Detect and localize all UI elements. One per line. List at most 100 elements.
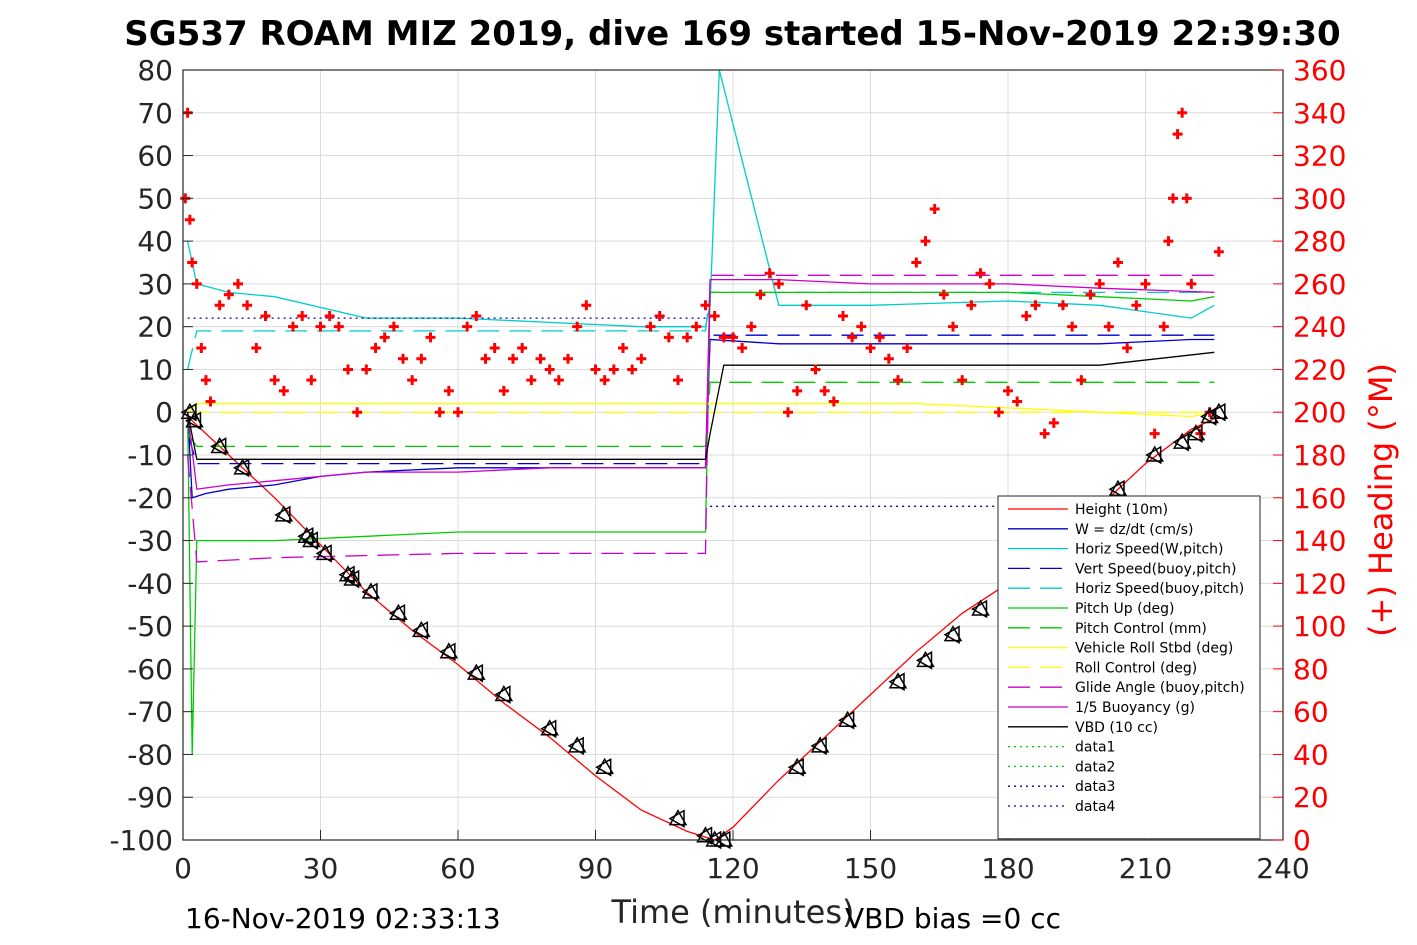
waypoint-point <box>888 672 908 692</box>
heading-point <box>205 396 216 407</box>
y-tick-label: 70 <box>137 97 173 130</box>
heading-point <box>1163 236 1174 247</box>
waypoint-point <box>810 736 830 756</box>
legend-label: data4 <box>1075 799 1116 815</box>
right-tick-label: 0 <box>1293 824 1311 857</box>
right-tick-label: 260 <box>1293 268 1346 301</box>
heading-point <box>214 300 225 311</box>
heading-point <box>801 300 812 311</box>
heading-point <box>1003 385 1013 396</box>
heading-point <box>838 310 848 321</box>
waypoint-point <box>1108 479 1128 499</box>
heading-point <box>856 321 867 332</box>
heading-point <box>792 385 803 396</box>
right-tick-label: 120 <box>1293 567 1346 600</box>
heading-point <box>599 375 610 386</box>
waypoint-point <box>210 436 229 456</box>
axes: 0 30 60 90 120 150 180 210 24080706050403020100-… <box>109 54 1346 885</box>
waypoint-point <box>388 603 408 623</box>
legend-label: data3 <box>1075 779 1115 795</box>
heading-point <box>1103 321 1114 332</box>
right-tick-label: 200 <box>1293 396 1346 429</box>
heading-point <box>590 364 601 375</box>
heading-point <box>865 343 876 354</box>
legend: Height (10m) W = dz/dt (cm/s) Horiz Speed(… <box>997 495 1261 840</box>
x-tick-label: 30 <box>303 852 339 885</box>
heading-point <box>407 375 418 386</box>
heading-point <box>544 364 555 375</box>
waypoint-point <box>668 809 688 828</box>
legend-label: Vert Speed(buoy,pitch) <box>1075 561 1237 577</box>
heading-point <box>1181 193 1192 204</box>
waypoint-point <box>466 663 486 683</box>
x-tick-label: 180 <box>981 852 1034 885</box>
waypoint-point <box>411 620 431 640</box>
waypoint-point <box>1209 402 1229 422</box>
heading-point <box>288 321 298 332</box>
heading-point <box>379 332 390 343</box>
heading-point <box>709 310 720 321</box>
y-tick-label: -60 <box>127 653 173 686</box>
waypoint-point <box>970 599 990 619</box>
heading-point <box>1067 321 1078 332</box>
legend-label: Roll Control (deg) <box>1075 660 1197 676</box>
heading-point <box>755 289 766 300</box>
footer-timestamp: 16-Nov-2019 02:33:13 <box>185 902 501 935</box>
heading-point <box>572 321 583 332</box>
heading-point <box>636 353 647 364</box>
heading-point <box>343 364 353 375</box>
heading-point <box>618 343 628 354</box>
heading-point <box>920 236 931 247</box>
heading-point <box>1058 300 1068 311</box>
heading-point <box>223 289 234 300</box>
heading-point <box>893 375 903 386</box>
heading-point <box>975 268 986 279</box>
heading-point <box>196 343 207 354</box>
x-tick-label: 150 <box>844 852 897 885</box>
heading-point <box>984 278 995 289</box>
heading-point <box>929 204 940 215</box>
waypoint-point <box>1145 445 1164 465</box>
heading-point <box>233 278 243 289</box>
heading-point <box>819 385 830 396</box>
heading-point <box>184 214 195 225</box>
legend-label: Glide Angle (buoy,pitch) <box>1075 680 1245 696</box>
waypoint-point <box>595 757 614 777</box>
heading-point <box>553 375 564 386</box>
heading-point <box>993 407 1004 418</box>
waypoint-point <box>301 531 321 550</box>
heading-point <box>563 353 573 364</box>
right-tick-label: 100 <box>1293 610 1346 643</box>
heading-point <box>535 353 546 364</box>
x-tick-label: 210 <box>1119 852 1172 885</box>
heading-point <box>682 332 693 343</box>
right-tick-label: 160 <box>1293 482 1346 515</box>
heading-point <box>654 310 665 321</box>
heading-point <box>352 407 363 418</box>
heading-point <box>627 364 638 375</box>
y-tick-label: -20 <box>127 482 173 515</box>
heading-point <box>480 353 491 364</box>
legend-label: data2 <box>1075 759 1115 775</box>
y-tick-label: -100 <box>109 824 173 857</box>
legend-label: VBD (10 cc) <box>1075 720 1158 736</box>
waypoint-point <box>439 642 459 662</box>
heading-point <box>434 407 445 418</box>
series-line-5 <box>186 291 1215 755</box>
legend-label: data1 <box>1075 740 1115 756</box>
heading-point <box>847 332 858 343</box>
right-tick-label: 340 <box>1293 97 1346 130</box>
legend-label: Horiz Speed(W,pitch) <box>1075 542 1223 558</box>
heading-point <box>200 375 211 386</box>
heading-point <box>1168 193 1178 204</box>
heading-point <box>260 310 271 321</box>
heading-point <box>187 257 198 268</box>
series-line-9 <box>186 274 1215 563</box>
heading-point <box>416 353 427 364</box>
right-tick-label: 40 <box>1293 738 1329 771</box>
right-tick-label: 360 <box>1293 54 1346 87</box>
heading-point <box>728 332 738 343</box>
y-tick-label: -70 <box>127 696 173 729</box>
heading-point <box>773 278 784 289</box>
waypoint-point <box>915 650 935 670</box>
